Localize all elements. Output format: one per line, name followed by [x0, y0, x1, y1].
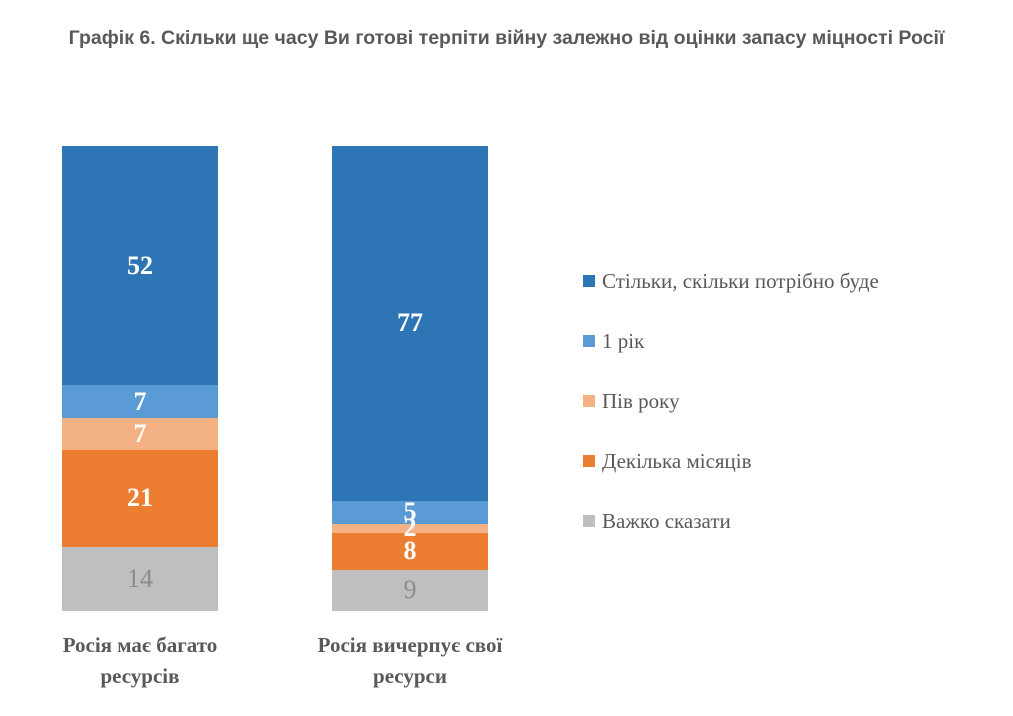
bar-segment: 7 [62, 385, 218, 418]
segment-value-label: 21 [127, 483, 153, 513]
bar-segment: 7 [62, 417, 218, 450]
bar-segment: 5 [332, 497, 488, 527]
legend-label: 1 рік [602, 328, 645, 353]
segment-value-label: 8 [403, 536, 417, 566]
legend-swatch-icon [583, 275, 595, 287]
bar-column: 52 7 7 21 14 [62, 146, 218, 611]
chart-title: Графік 6. Скільки ще часу Ви готові терп… [68, 27, 945, 49]
bar-segment: 8 [332, 532, 488, 570]
segment-value-label: 14 [127, 563, 153, 593]
segment-value-label: 9 [403, 575, 417, 605]
segment-value-label: 52 [127, 250, 153, 280]
legend: Стільки, скільки потрібно буде 1 рік Пів р… [583, 251, 879, 551]
legend-swatch-icon [583, 395, 595, 407]
legend-item: 1 рік [583, 311, 879, 371]
segment-value-label: 7 [133, 386, 147, 416]
bar-segment: 14 [62, 546, 218, 611]
segment-value-label: 5 [403, 497, 417, 527]
legend-item: Важко сказати [583, 491, 879, 551]
segment-value-label: 2 [403, 513, 417, 543]
segment-value-label: 7 [133, 418, 147, 448]
legend-swatch-icon [583, 335, 595, 347]
legend-label: Важко сказати [602, 508, 731, 533]
legend-label: Стільки, скільки потрібно буде [602, 268, 879, 293]
legend-label: Декілька місяців [602, 448, 752, 473]
legend-label: Пів року [602, 388, 680, 413]
bar-segment: 77 [332, 146, 488, 501]
legend-item: Декілька місяців [583, 431, 879, 491]
legend-item: Пів року [583, 371, 879, 431]
x-axis-label: Росія має багато ресурсів [62, 633, 218, 688]
bar-segment: 9 [332, 569, 488, 611]
bar-column: 77 5 2 8 9 [332, 146, 488, 611]
segment-value-label: 77 [397, 308, 423, 338]
legend-swatch-icon [583, 515, 595, 527]
bar-segment: 21 [62, 449, 218, 547]
legend-item: Стільки, скільки потрібно буде [583, 251, 879, 311]
bar-segment: 2 [332, 515, 488, 541]
x-axis-label: Росія вичерпує свої ресурси [317, 633, 503, 688]
legend-swatch-icon [583, 455, 595, 467]
bar-segment: 52 [62, 146, 218, 386]
